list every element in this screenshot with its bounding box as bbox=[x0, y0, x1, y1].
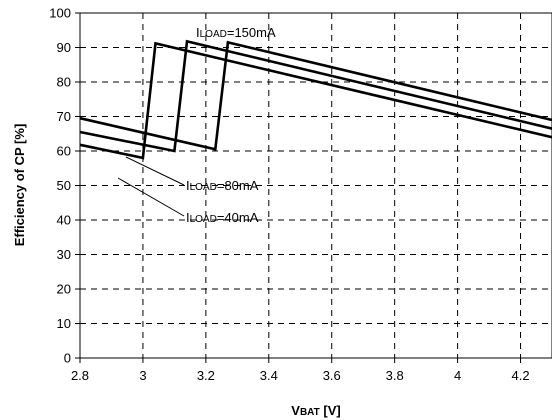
y-tick-label: 50 bbox=[57, 178, 71, 193]
axis-ticks: 2.8 3 3.2 3.4 3.6 3.8 4 4.2 0 10 20 30 40 50 60 70 80 90 1… bbox=[49, 6, 529, 384]
label-leader-line bbox=[117, 177, 185, 217]
y-tick-label: 40 bbox=[57, 213, 71, 228]
y-axis-label: Efficiency of CP [%] bbox=[12, 124, 27, 247]
x-tick-label: 2.8 bbox=[71, 368, 89, 383]
x-tick-label: 4.2 bbox=[511, 368, 529, 383]
y-tick-label: 90 bbox=[57, 40, 71, 55]
y-tick-label: 10 bbox=[57, 316, 71, 331]
series-line-3 bbox=[79, 41, 552, 160]
series-line-2 bbox=[79, 39, 552, 153]
y-tick-label: 30 bbox=[57, 247, 71, 262]
y-tick-label: 20 bbox=[57, 282, 71, 297]
series-label-2: ILOAD=80mA bbox=[186, 178, 259, 193]
series-label-1: ILOAD=150mA bbox=[196, 25, 276, 40]
x-axis-label-suffix: [V] bbox=[320, 403, 341, 418]
x-tick-label: 3 bbox=[139, 368, 146, 383]
x-tick-label: 3.8 bbox=[386, 368, 404, 383]
x-tick-label: 4 bbox=[454, 368, 461, 383]
x-axis-label-prefix: V bbox=[291, 403, 300, 418]
series-lines bbox=[79, 39, 552, 160]
y-tick-label: 70 bbox=[57, 109, 71, 124]
series-label-3: ILOAD=40mA bbox=[186, 210, 259, 225]
y-tick-label: 0 bbox=[64, 351, 71, 366]
x-axis-label: VBAT [V] bbox=[291, 403, 340, 418]
annotation-leaders bbox=[117, 156, 185, 217]
x-tick-label: 3.6 bbox=[323, 368, 341, 383]
series-line-1 bbox=[79, 40, 552, 151]
x-tick-label: 3.4 bbox=[260, 368, 278, 383]
x-tick-label: 3.2 bbox=[197, 368, 215, 383]
x-axis-label-sub: BAT bbox=[300, 407, 320, 418]
label-leader-line bbox=[125, 156, 185, 186]
series-labels: ILOAD=150mA ILOAD=80mA ILOAD=40mA bbox=[186, 25, 276, 225]
y-tick-label: 80 bbox=[57, 75, 71, 90]
y-tick-label: 60 bbox=[57, 144, 71, 159]
y-tick-label: 100 bbox=[49, 6, 71, 21]
